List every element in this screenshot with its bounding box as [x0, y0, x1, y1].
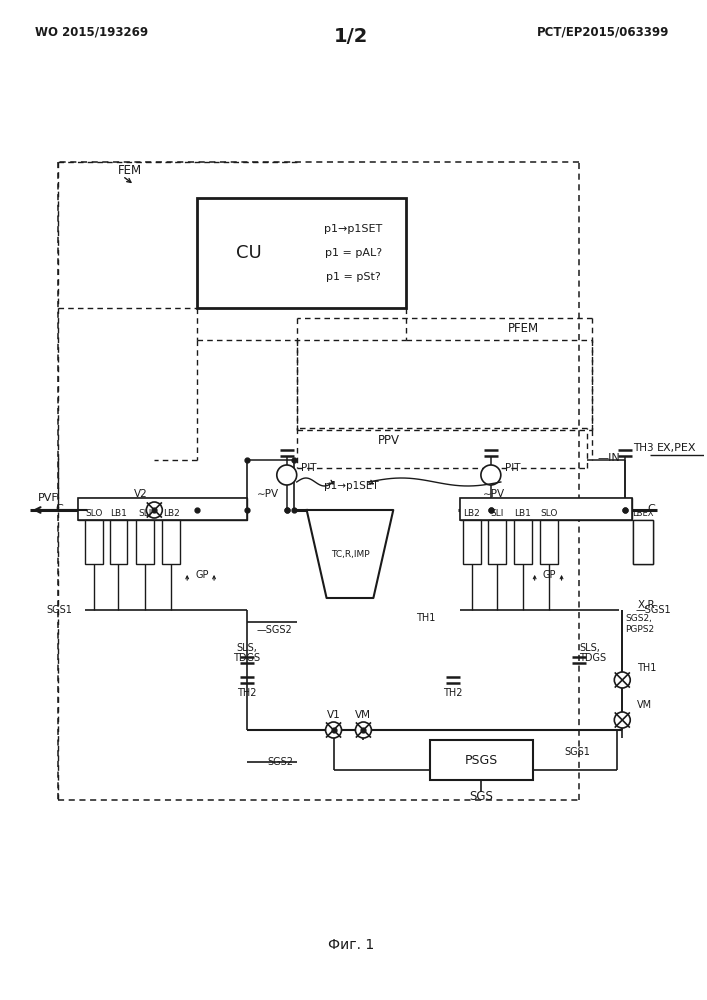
Text: p1→p1SET: p1→p1SET: [324, 481, 379, 491]
Text: SLS,: SLS,: [236, 643, 257, 653]
Text: FEM: FEM: [117, 163, 141, 176]
Bar: [460, 498, 632, 520]
Text: TC,R,IMP: TC,R,IMP: [331, 550, 370, 560]
Circle shape: [326, 722, 341, 738]
Bar: [163, 520, 180, 564]
Bar: [463, 520, 481, 564]
Bar: [514, 520, 532, 564]
Text: TH2: TH2: [443, 688, 463, 698]
Text: p1 = pAL?: p1 = pAL?: [325, 248, 382, 258]
Text: VM: VM: [356, 710, 371, 720]
Text: —SGS1: —SGS1: [635, 605, 671, 615]
Text: LB1: LB1: [514, 508, 531, 518]
Text: PFEM: PFEM: [508, 322, 539, 334]
Text: C: C: [55, 504, 63, 514]
Text: V1: V1: [327, 710, 340, 720]
Bar: [539, 520, 558, 564]
Text: TH2: TH2: [237, 688, 257, 698]
Text: PCT/EP2015/063399: PCT/EP2015/063399: [537, 25, 669, 38]
Text: GP: GP: [543, 570, 556, 580]
Text: C: C: [647, 504, 655, 514]
Text: GP: GP: [195, 570, 209, 580]
Bar: [197, 198, 407, 308]
Text: SGS: SGS: [469, 790, 493, 804]
Text: SLS,: SLS,: [580, 643, 600, 653]
Polygon shape: [307, 510, 393, 598]
Text: LB2: LB2: [464, 508, 480, 518]
Text: TDGS: TDGS: [233, 653, 260, 663]
Text: X,R: X,R: [637, 600, 655, 610]
Text: —SGS2: —SGS2: [257, 625, 293, 635]
Bar: [136, 520, 154, 564]
Text: PVF: PVF: [38, 493, 59, 503]
Text: SLO: SLO: [540, 508, 557, 518]
Text: PIT: PIT: [505, 463, 520, 473]
Text: SGS1: SGS1: [47, 605, 73, 615]
Text: VM: VM: [637, 700, 653, 710]
Text: TH1: TH1: [416, 613, 436, 623]
Bar: [488, 520, 506, 564]
Text: SGS2,: SGS2,: [625, 613, 652, 622]
Circle shape: [356, 722, 371, 738]
Text: 1/2: 1/2: [334, 27, 368, 46]
Circle shape: [614, 672, 630, 688]
Bar: [78, 498, 247, 520]
Text: SGS1: SGS1: [565, 747, 590, 757]
Text: PSGS: PSGS: [464, 754, 498, 766]
Text: TDGS: TDGS: [580, 653, 607, 663]
Text: TH3: TH3: [633, 443, 654, 453]
Text: SLO: SLO: [85, 508, 103, 518]
Bar: [633, 520, 653, 564]
Text: PGPS2: PGPS2: [625, 626, 655, 635]
Circle shape: [277, 465, 297, 485]
Text: ∼PV: ∼PV: [483, 489, 505, 499]
Bar: [430, 740, 532, 780]
Text: LB1: LB1: [110, 508, 127, 518]
Text: WO 2015/193269: WO 2015/193269: [35, 25, 148, 38]
Text: SLI: SLI: [139, 508, 152, 518]
Text: EX,PEX: EX,PEX: [657, 443, 696, 453]
Circle shape: [481, 465, 501, 485]
Circle shape: [614, 712, 630, 728]
Text: p1→p1SET: p1→p1SET: [325, 224, 382, 234]
Circle shape: [146, 502, 163, 518]
Text: LB2: LB2: [163, 508, 180, 518]
Bar: [460, 498, 632, 520]
Text: SLI: SLI: [490, 508, 503, 518]
Text: V2: V2: [134, 489, 147, 499]
Text: PPV: PPV: [378, 434, 400, 446]
Text: PIT: PIT: [300, 463, 316, 473]
Bar: [633, 520, 653, 564]
Bar: [78, 498, 247, 520]
Text: CU: CU: [236, 244, 262, 262]
Text: —IN: —IN: [597, 453, 620, 463]
Bar: [85, 520, 103, 564]
Text: TH1: TH1: [637, 663, 657, 673]
Text: SGS2: SGS2: [268, 757, 293, 767]
Text: p1 = pSt?: p1 = pSt?: [326, 272, 381, 282]
Text: ∼PV: ∼PV: [257, 489, 279, 499]
Text: Фиг. 1: Фиг. 1: [328, 938, 375, 952]
Bar: [110, 520, 127, 564]
Text: LBEX: LBEX: [633, 508, 654, 518]
